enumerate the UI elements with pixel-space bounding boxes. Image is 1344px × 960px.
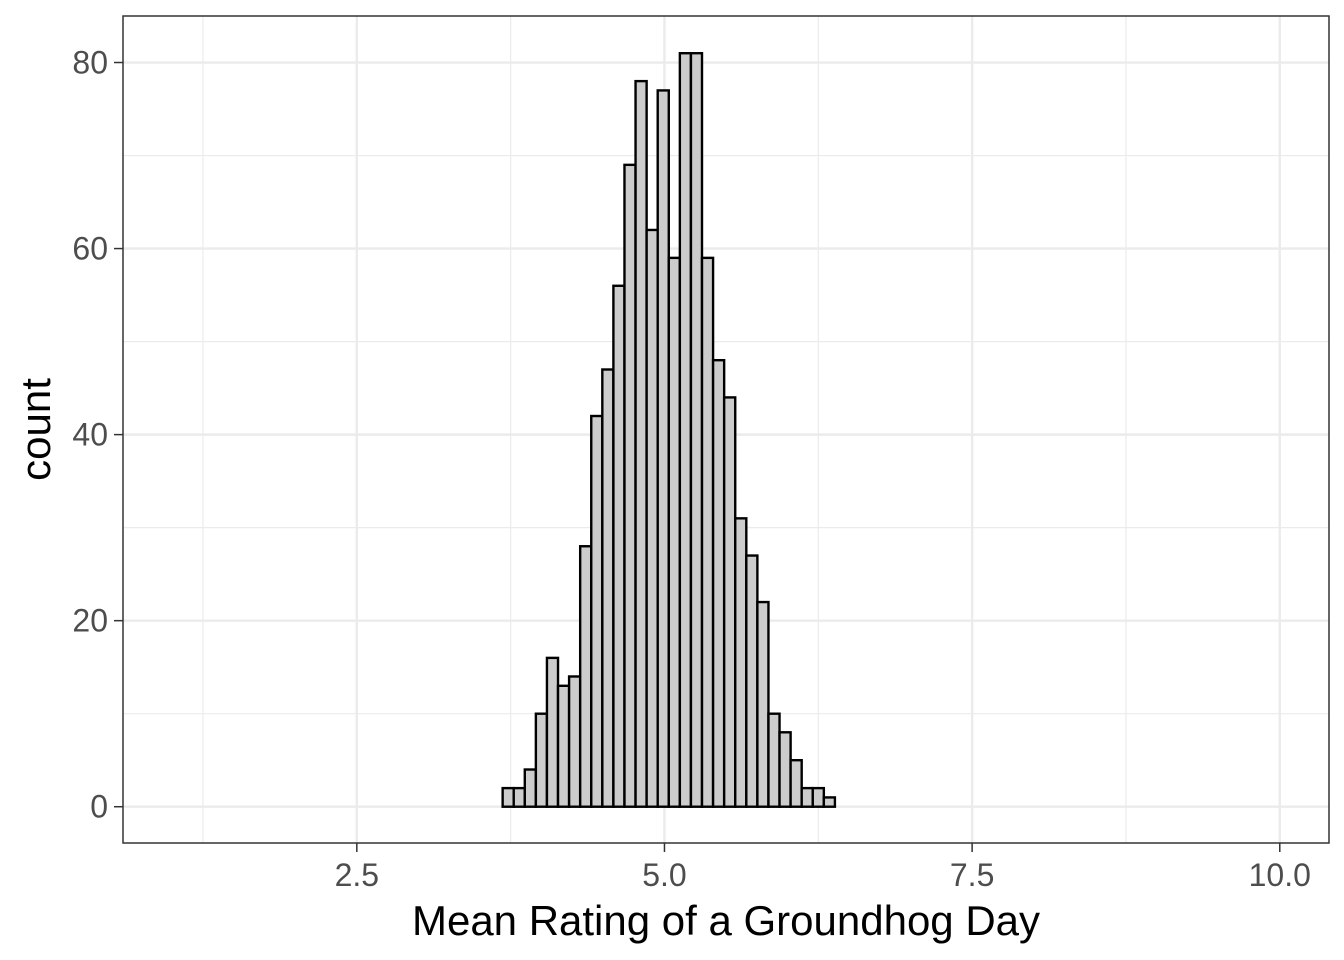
y-tick-label: 0 <box>90 789 108 825</box>
histogram-bar <box>567 675 582 808</box>
histogram-bar <box>590 414 604 808</box>
y-tick-label: 40 <box>72 417 108 453</box>
y-tick-label: 60 <box>72 231 108 267</box>
histogram-bar <box>700 256 715 808</box>
histogram-bar <box>545 656 560 808</box>
panel-border <box>122 15 1330 844</box>
y-tick-label: 20 <box>72 603 108 639</box>
x-tick-label: 10.0 <box>1249 857 1311 893</box>
histogram-bar <box>789 759 803 808</box>
histogram-bar <box>578 545 593 808</box>
histogram-bar <box>811 786 826 808</box>
histogram-bar <box>745 554 759 808</box>
histogram-bar <box>734 517 748 808</box>
histogram-bar <box>501 786 515 808</box>
histogram-bar <box>645 228 659 808</box>
histogram-bar <box>556 684 571 808</box>
histogram-bar <box>711 358 726 808</box>
histogram-bar <box>722 396 737 808</box>
y-axis-ticks: 0 20 40 60 80 <box>72 45 123 825</box>
x-tick-label: 2.5 <box>335 857 379 893</box>
histogram-bar <box>601 368 615 808</box>
histogram-bar <box>523 768 538 808</box>
y-tick-label: 80 <box>72 45 108 81</box>
histogram-bar <box>534 712 549 808</box>
histogram-bar <box>623 163 637 808</box>
histogram-bars <box>501 52 837 808</box>
x-tick-label: 5.0 <box>642 857 686 893</box>
histogram-bar <box>656 89 670 808</box>
histogram-bar <box>512 786 526 808</box>
x-axis-ticks: 2.5 5.0 7.5 10.0 <box>335 843 1311 893</box>
histogram-bar <box>778 731 792 808</box>
histogram-bar <box>800 786 814 808</box>
histogram-bar <box>612 284 626 808</box>
x-axis-title: Mean Rating of a Groundhog Day <box>412 897 1040 944</box>
histogram-bar <box>634 79 648 808</box>
histogram-bar <box>678 52 693 808</box>
histogram-bar <box>767 712 781 808</box>
histogram-bar <box>756 600 770 808</box>
histogram-bar <box>667 256 682 808</box>
y-axis-title: count <box>12 378 59 481</box>
histogram-bar <box>822 796 837 808</box>
x-tick-label: 7.5 <box>950 857 994 893</box>
histogram-bar <box>689 52 704 808</box>
